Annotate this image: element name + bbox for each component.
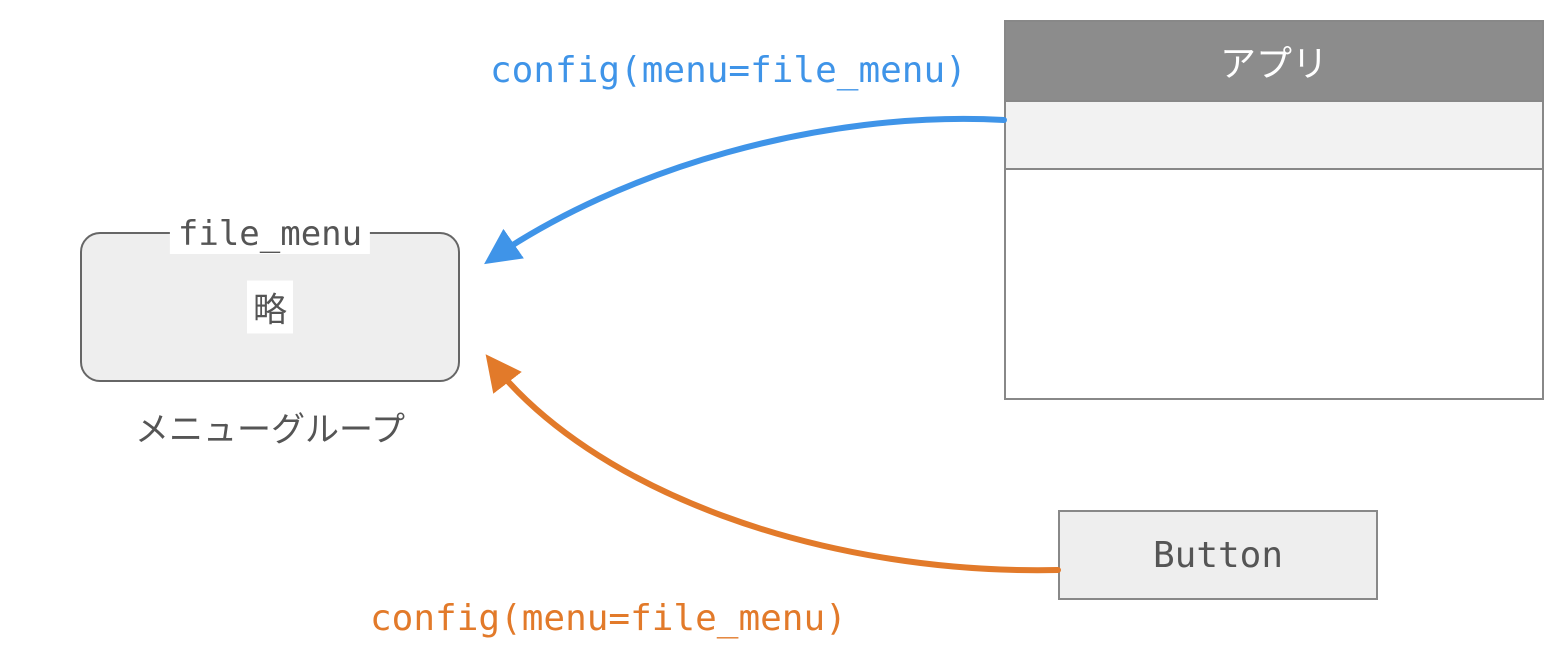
- app-window: アプリ: [1004, 20, 1544, 400]
- edge-label-app: config(menu=file_menu): [490, 50, 967, 91]
- app-menubar: [1006, 100, 1542, 170]
- menu-group-caption: メニューグループ: [135, 402, 405, 451]
- edge-label-button: config(menu=file_menu): [370, 598, 847, 639]
- button-label: Button: [1153, 535, 1283, 576]
- app-titlebar: アプリ: [1006, 22, 1542, 100]
- edge-app: [490, 119, 1004, 260]
- diagram-canvas: file_menu 略 メニューグループ アプリ Button config(m…: [0, 0, 1568, 662]
- app-body: [1006, 170, 1542, 398]
- menu-group-title: file_menu: [170, 214, 370, 254]
- menu-group-box: file_menu 略: [80, 232, 460, 382]
- menu-group-inner-text: 略: [247, 281, 293, 334]
- button-widget: Button: [1058, 510, 1378, 600]
- app-title-text: アプリ: [1220, 35, 1328, 87]
- edge-button: [490, 360, 1058, 570]
